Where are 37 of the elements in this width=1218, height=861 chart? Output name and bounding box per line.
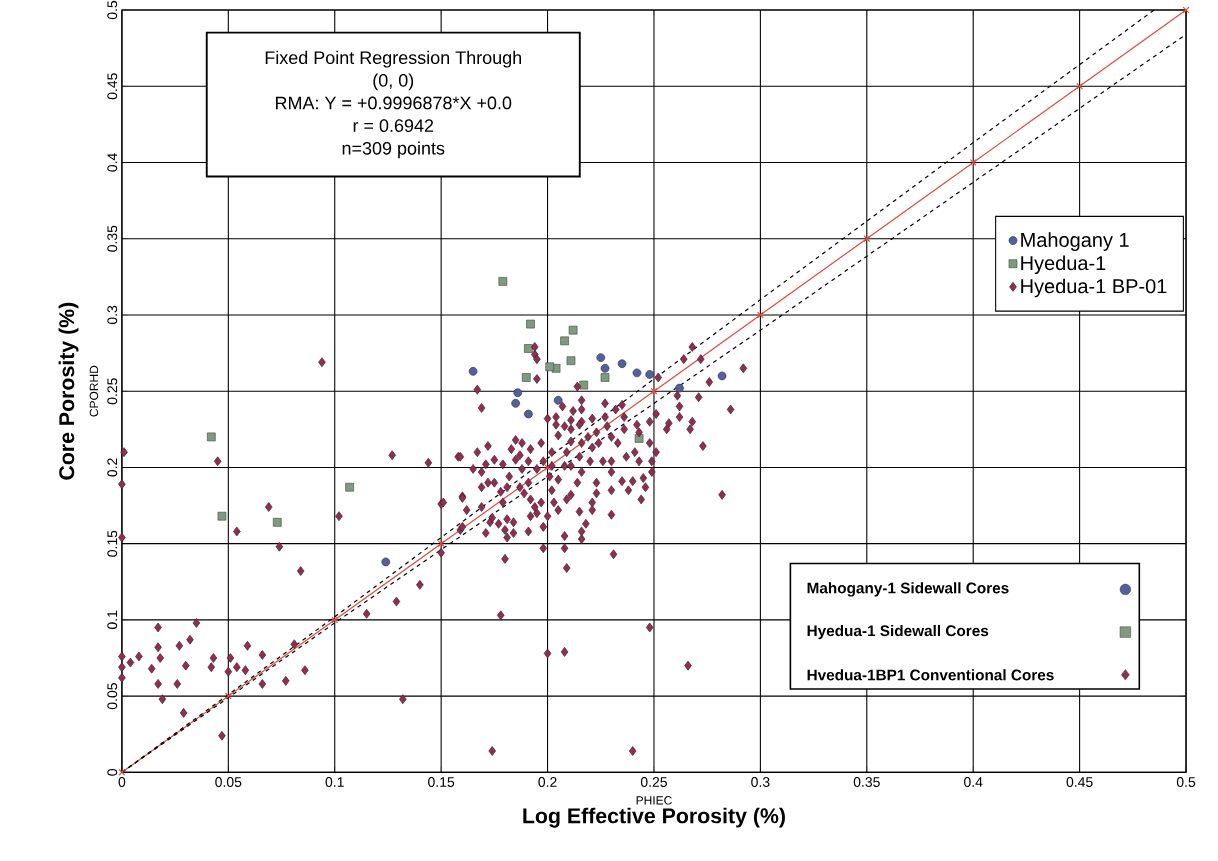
annotation: r = 0.6942 xyxy=(353,119,434,132)
annotation: Fixed Point Regression Through xyxy=(265,50,521,68)
y-tick-label: 0.35 xyxy=(107,225,118,252)
x-tick-label: 0.25 xyxy=(640,776,667,787)
y-tick-label: 0.4 xyxy=(107,153,118,172)
legend-label: Hyedua-1 xyxy=(1021,255,1106,274)
x-tick-label: 0.4 xyxy=(964,776,983,787)
x-tick-label: 0.5 xyxy=(1176,776,1196,787)
y-tick-label: 0.25 xyxy=(107,378,118,405)
x-tick-label: 0.3 xyxy=(751,776,770,787)
y-tick-label: 0.2 xyxy=(107,458,118,477)
annotation: Mahogany-1 Sidewall Cores xyxy=(807,582,1009,597)
text: PHIEC xyxy=(636,795,672,805)
legend-label: Hyedua-1 BP-01 xyxy=(1021,278,1167,298)
y-axis-title: Core Porosity (%) xyxy=(58,302,79,480)
y-tick-label: 0.5 xyxy=(107,0,118,20)
annotation: RMA: Y = +0.9996878*X +0.0 xyxy=(276,96,512,110)
y-tick-label: 0.45 xyxy=(107,73,118,100)
y-tick-label: 0.3 xyxy=(107,305,118,324)
y-tick-label: 0.15 xyxy=(107,530,118,557)
x-axis-title: Log Effective Porosity (%) xyxy=(523,807,785,828)
text: CPORHD xyxy=(89,365,99,417)
x-tick-label: 0.15 xyxy=(428,776,455,787)
annotation: Hyedua-1 Sidewall Cores xyxy=(807,624,989,640)
x-tick-label: 0.2 xyxy=(538,776,557,787)
annotation: n=309 points xyxy=(342,141,445,159)
x-tick-label: 0.35 xyxy=(853,776,880,787)
x-tick-label: 0.45 xyxy=(1066,776,1093,787)
x-tick-label: 0.1 xyxy=(325,776,344,787)
y-tick-label: 0 xyxy=(107,768,118,776)
x-tick-label: 0.05 xyxy=(215,776,242,787)
y-tick-label: 0.05 xyxy=(107,682,118,710)
annotation: (0, 0) xyxy=(373,73,414,91)
x-tick-label: 0 xyxy=(118,776,126,787)
annotation: Hvedua-1BP1 Conventional Cores xyxy=(807,669,1054,681)
y-tick-label: 0.1 xyxy=(107,610,118,629)
legend-label: Mahogany 1 xyxy=(1021,232,1129,251)
